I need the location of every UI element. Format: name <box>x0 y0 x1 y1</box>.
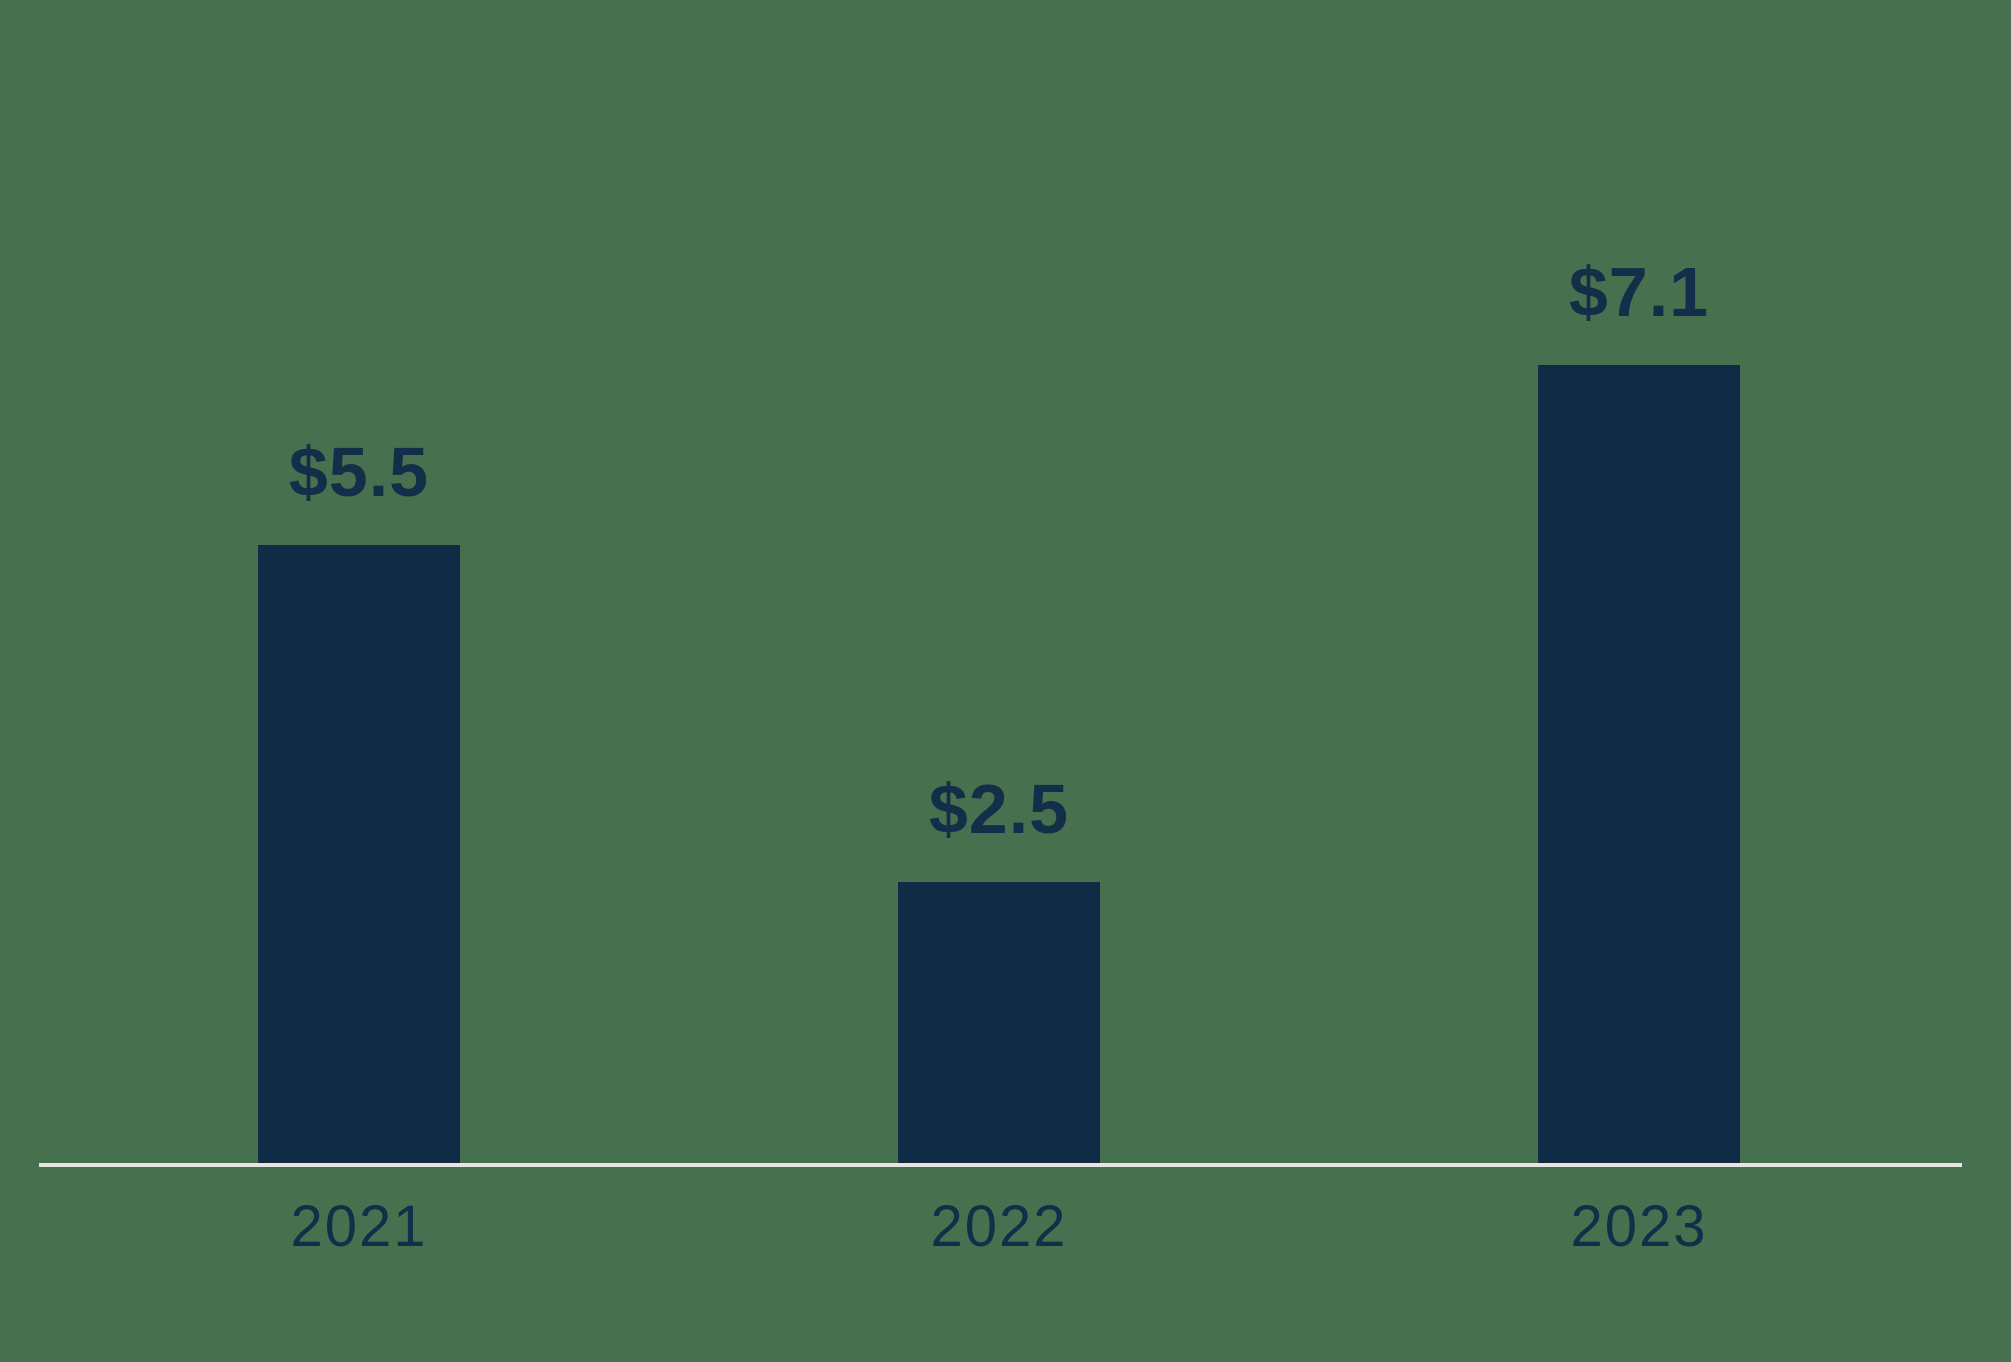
bar-2021 <box>258 545 460 1163</box>
value-label-2023: $7.1 <box>1568 253 1710 331</box>
bar-2023 <box>1538 365 1740 1163</box>
x-tick-label-2023: 2023 <box>1570 1194 1708 1259</box>
x-tick-label-2021: 2021 <box>290 1194 428 1259</box>
bar-2022 <box>898 882 1100 1163</box>
x-tick-label-2022: 2022 <box>930 1194 1068 1259</box>
value-label-2022: $2.5 <box>928 770 1070 848</box>
x-axis-line <box>39 1163 1962 1167</box>
value-label-2021: $5.5 <box>288 433 430 511</box>
